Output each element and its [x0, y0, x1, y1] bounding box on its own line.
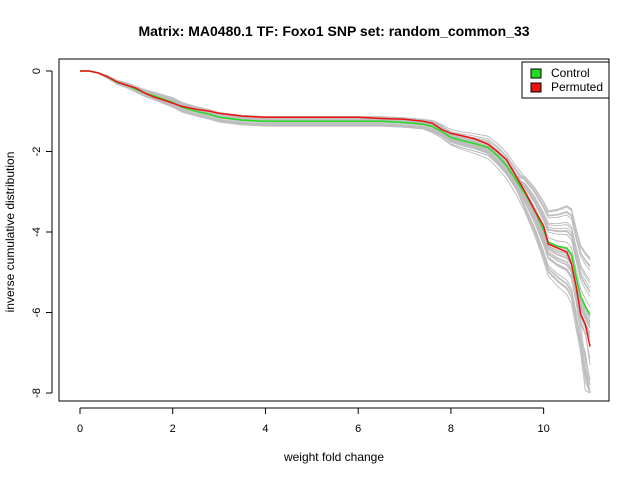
background-line: [80, 70, 591, 307]
y-tick-label: -8: [31, 388, 43, 398]
y-axis: 0 -2 -4 -6 -8: [31, 68, 53, 398]
x-tick-label: 6: [355, 423, 361, 435]
legend-swatch: [530, 68, 542, 79]
y-tick-label: 0: [31, 68, 43, 74]
background-line: [80, 70, 591, 322]
series-lines: [80, 70, 591, 347]
x-axis: 0 2 4 6 8 10: [77, 407, 550, 435]
background-lines: [80, 70, 591, 394]
background-line: [80, 70, 591, 317]
background-line: [80, 70, 591, 338]
background-line: [80, 70, 591, 319]
y-tick-label: -4: [31, 227, 43, 237]
legend-swatch: [530, 82, 542, 93]
background-line: [80, 70, 591, 359]
background-line: [80, 70, 591, 365]
legend-label: Permuted: [551, 80, 603, 94]
x-tick-label: 2: [170, 423, 176, 435]
x-tick-label: 8: [448, 423, 454, 435]
background-line: [80, 70, 591, 323]
plot-frame: [58, 58, 610, 402]
background-line: [80, 70, 591, 322]
control-line: [80, 70, 591, 315]
y-tick-label: -6: [31, 308, 43, 318]
background-line: [80, 70, 591, 394]
background-line: [80, 70, 591, 323]
chart-title: Matrix: MA0480.1 TF: Foxo1 SNP set: rand…: [138, 23, 529, 39]
background-line: [80, 70, 591, 326]
x-tick-label: 4: [262, 423, 268, 435]
legend-label: Control: [551, 66, 590, 80]
background-line: [80, 70, 591, 338]
x-axis-label: weight fold change: [283, 450, 384, 464]
background-line: [80, 70, 591, 323]
background-line: [80, 70, 591, 337]
x-tick-label: 10: [538, 423, 550, 435]
y-axis-label: inverse cumulative distribution: [3, 152, 17, 313]
background-line: [80, 70, 591, 328]
background-line: [80, 70, 591, 333]
background-line: [80, 70, 591, 329]
y-tick-label: -2: [31, 147, 43, 157]
x-tick-label: 0: [77, 423, 83, 435]
permuted-line: [80, 70, 591, 347]
background-line: [80, 70, 591, 334]
